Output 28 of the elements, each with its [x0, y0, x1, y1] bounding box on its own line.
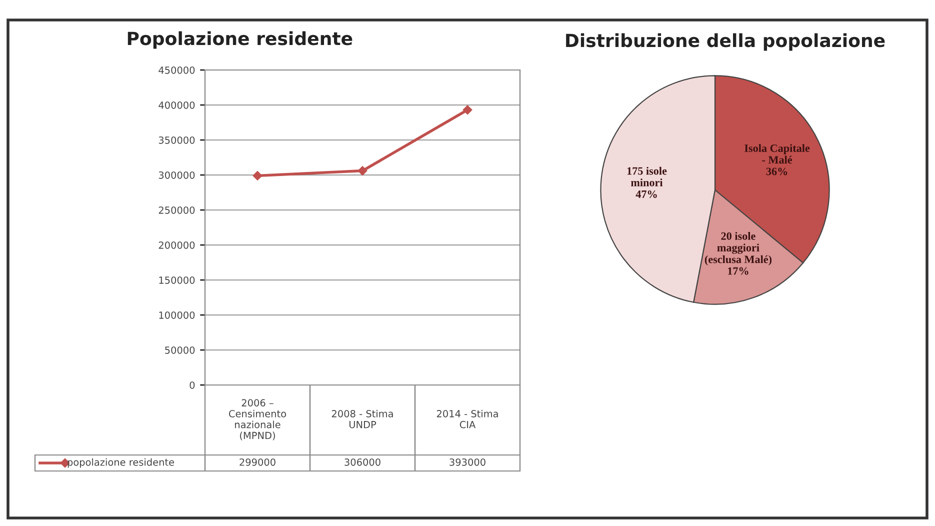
slice-label: Isola Capitale - Malé: [744, 144, 810, 164]
legend-label: popolazione residente: [68, 458, 174, 468]
chart-title: Popolazione residente: [128, 31, 352, 49]
y-tick-label: 200000: [158, 241, 195, 249]
x-tick-label: 2006 – Censimento nazionale (MPND): [229, 399, 286, 440]
data-label: 17%: [728, 267, 748, 275]
data-label: 299000: [240, 458, 276, 466]
slice-label: 175 isole minori: [627, 166, 667, 186]
point: [252, 171, 262, 180]
data-label: 306000: [344, 458, 380, 466]
data-label: 393000: [450, 458, 486, 466]
chart-title: Distribuzione della popolazione: [566, 33, 885, 51]
point: [462, 105, 472, 115]
y-tick-label: 400000: [158, 101, 195, 109]
y-tick-label: 50000: [165, 346, 195, 354]
data-label: 47%: [636, 190, 657, 198]
data-label: 36%: [766, 168, 788, 176]
y-tick-label: 350000: [158, 136, 195, 144]
x-tick-label: 2008 - Stima UNDP: [332, 410, 393, 428]
y-tick-label: 100000: [159, 311, 195, 319]
y-tick-label: 450000: [158, 66, 195, 74]
point: [358, 166, 368, 176]
y-tick-label: 0: [190, 381, 195, 389]
x-tick-label: 2014 - Stima CIA: [436, 410, 498, 428]
y-tick-label: 250000: [158, 206, 195, 214]
slice-label: 20 isole maggiori (esclusa Malé): [704, 232, 772, 266]
y-tick-label: 300000: [158, 171, 195, 179]
y-tick-label: 150000: [159, 276, 195, 284]
